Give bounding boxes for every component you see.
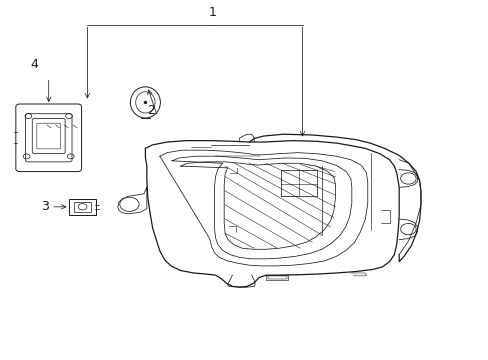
Text: 4: 4 (30, 58, 38, 71)
Text: 3: 3 (41, 200, 49, 213)
Text: 2: 2 (147, 104, 155, 117)
Text: 1: 1 (209, 6, 217, 19)
